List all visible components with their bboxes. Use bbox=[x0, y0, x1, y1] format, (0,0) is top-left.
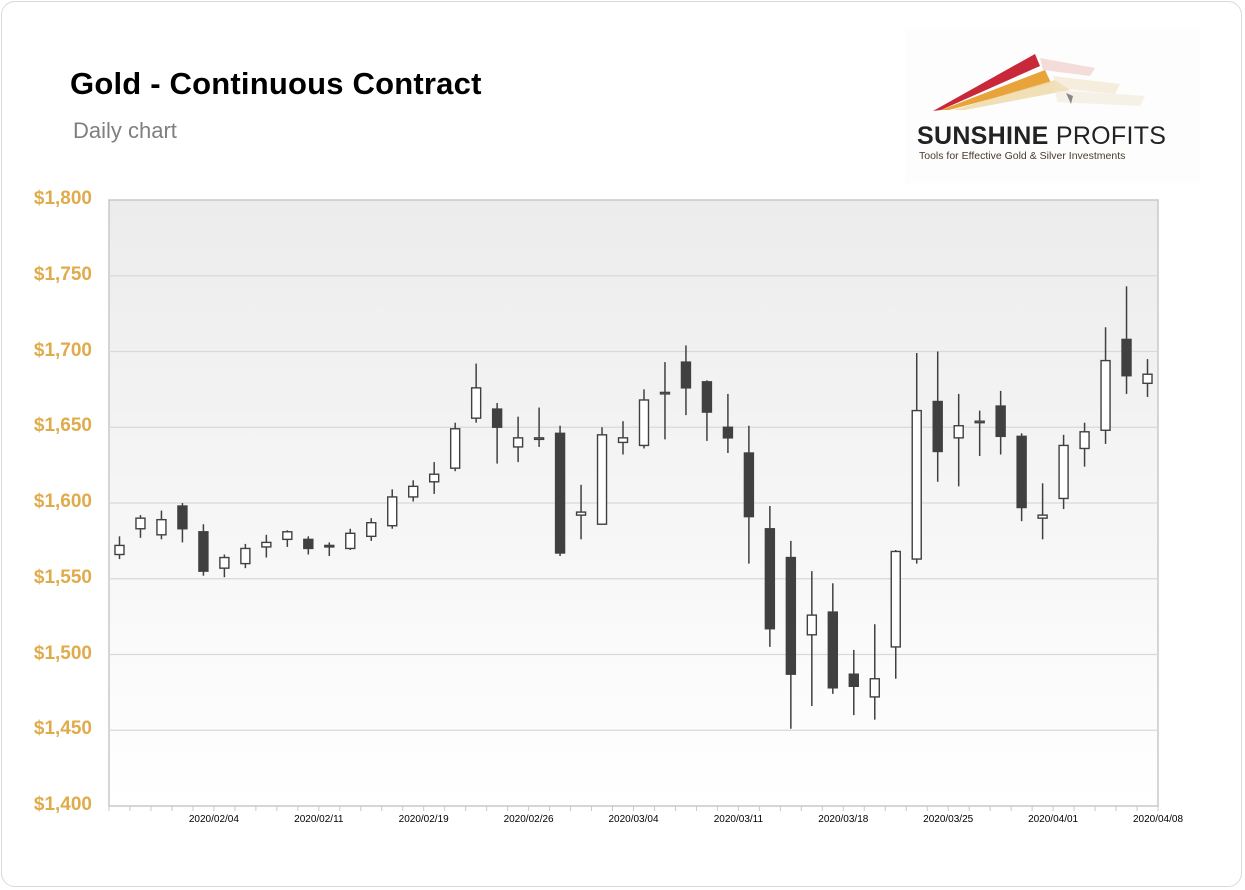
y-axis-label: $1,400 bbox=[33, 794, 92, 815]
candle bbox=[911, 353, 922, 564]
candle bbox=[470, 363, 482, 423]
candle bbox=[156, 510, 167, 540]
candle bbox=[596, 427, 608, 525]
gridlines bbox=[109, 275, 1158, 731]
y-axis-label: $1,450 bbox=[33, 718, 92, 740]
candle bbox=[282, 530, 293, 547]
y-axis-label: $1,700 bbox=[33, 339, 92, 361]
y-axis-label: $1,750 bbox=[33, 263, 92, 285]
y-axis-label: $1,800 bbox=[33, 188, 92, 209]
candle bbox=[743, 425, 755, 564]
x-axis-label: 2020/04/01 bbox=[1028, 814, 1079, 825]
x-axis-label: 2020/03/25 bbox=[923, 814, 974, 825]
candle bbox=[1142, 359, 1153, 397]
logo-name: SUNSHINE PROFITS bbox=[917, 122, 1167, 150]
chart-title: Gold - Continuous Contract bbox=[70, 66, 482, 101]
candle bbox=[428, 462, 440, 494]
candle bbox=[240, 543, 251, 569]
candle bbox=[449, 422, 461, 472]
x-axis-label: 2020/02/26 bbox=[503, 814, 554, 825]
candle bbox=[533, 407, 545, 447]
candle bbox=[177, 503, 188, 543]
x-axis-label: 2020/03/18 bbox=[818, 814, 869, 825]
x-axis-label: 2020/04/08 bbox=[1132, 814, 1184, 825]
candle bbox=[324, 542, 335, 557]
candle bbox=[932, 351, 943, 482]
sunshine-profits-logo: SUNSHINE PROFITS Tools for Effective Gol… bbox=[905, 28, 1200, 183]
y-axis-label: $1,500 bbox=[33, 642, 92, 664]
candle bbox=[1016, 433, 1027, 522]
candle bbox=[1100, 327, 1111, 444]
candle bbox=[617, 421, 629, 455]
logo-tagline: Tools for Effective Gold & Silver Invest… bbox=[919, 150, 1126, 162]
candle bbox=[1058, 434, 1069, 510]
candle bbox=[303, 536, 314, 555]
y-axis-label: $1,650 bbox=[33, 415, 92, 437]
candle bbox=[764, 506, 776, 647]
candle bbox=[512, 416, 524, 463]
x-axis-label: 2020/03/04 bbox=[608, 814, 659, 825]
candle bbox=[785, 540, 797, 729]
logo-rays-icon bbox=[933, 54, 1145, 111]
candle bbox=[554, 425, 566, 557]
candle bbox=[638, 389, 650, 449]
candle bbox=[848, 649, 859, 716]
candle bbox=[806, 571, 818, 707]
candle bbox=[1079, 422, 1090, 467]
candle bbox=[701, 380, 713, 441]
chart-subtitle: Daily chart bbox=[73, 118, 177, 143]
candle bbox=[953, 393, 964, 487]
candle bbox=[219, 554, 230, 578]
candle bbox=[995, 390, 1006, 455]
candle bbox=[890, 549, 901, 679]
x-axis-label: 2020/02/11 bbox=[294, 814, 344, 825]
candle bbox=[366, 518, 377, 541]
candle bbox=[345, 528, 356, 550]
x-axis-ticks bbox=[108, 806, 1159, 811]
x-axis-label: 2020/02/19 bbox=[398, 814, 449, 825]
candle bbox=[1121, 286, 1132, 394]
candle bbox=[974, 410, 985, 457]
x-axis-label: 2020/03/11 bbox=[713, 814, 764, 825]
candle bbox=[680, 345, 692, 416]
candle bbox=[869, 624, 880, 720]
candle bbox=[659, 362, 671, 440]
candle bbox=[261, 534, 272, 558]
candle bbox=[387, 489, 398, 529]
candle bbox=[114, 536, 125, 560]
candle bbox=[491, 403, 503, 464]
candle bbox=[575, 484, 587, 540]
candles bbox=[114, 286, 1153, 729]
x-axis-label: 2020/02/04 bbox=[188, 814, 239, 825]
candle bbox=[408, 480, 419, 502]
y-axis-label: $1,600 bbox=[33, 491, 92, 512]
candle bbox=[135, 515, 146, 538]
candle bbox=[198, 524, 209, 576]
candle bbox=[827, 583, 839, 694]
candle bbox=[722, 393, 734, 454]
candle bbox=[1037, 483, 1048, 540]
y-axis-label: $1,550 bbox=[33, 566, 92, 588]
